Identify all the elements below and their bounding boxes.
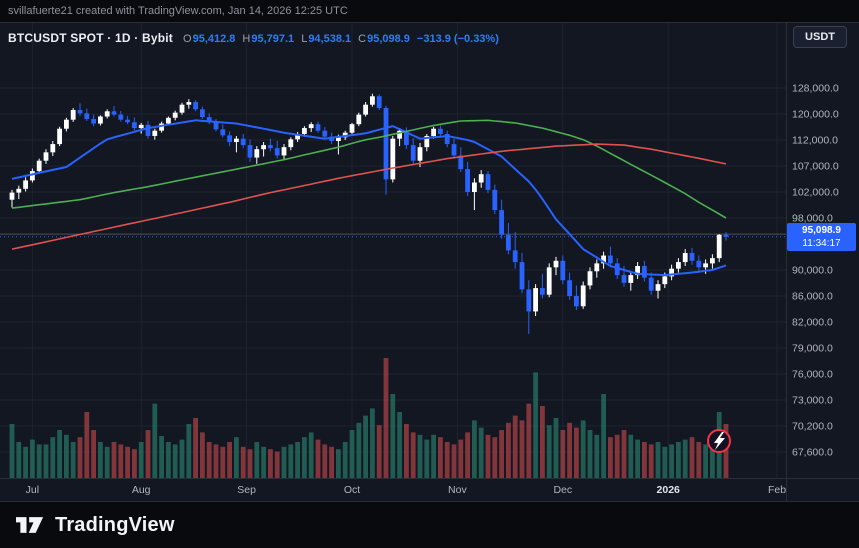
price-axis-label: 102,000.0 bbox=[792, 187, 839, 199]
price-axis-label: 73,000.0 bbox=[792, 395, 833, 407]
tradingview-logo-icon[interactable] bbox=[14, 511, 46, 539]
countdown-timer: 11:34:17 bbox=[802, 237, 841, 249]
chart-panel[interactable]: 128,000.0 120,000.0 112,000.0 107,000.0 102,… bbox=[0, 22, 859, 502]
time-axis-label: Dec bbox=[553, 484, 572, 496]
ohlc-values: O95,412.8 H95,797.1 L94,538.1 C95,098.9 … bbox=[183, 29, 499, 47]
high-pair: H95,797.1 bbox=[242, 29, 294, 47]
last-price-value: 95,098.9 bbox=[802, 224, 841, 236]
open-label: O bbox=[183, 33, 192, 45]
ma-slow-line bbox=[11, 143, 727, 250]
time-axis-label: Feb bbox=[768, 484, 786, 496]
lightning-badge-icon bbox=[707, 429, 731, 453]
high-label: H bbox=[242, 33, 251, 45]
price-axis-label: 107,000.0 bbox=[792, 161, 839, 173]
price-axis-label: 70,200.0 bbox=[792, 421, 833, 433]
tradingview-wordmark[interactable]: TradingView bbox=[55, 513, 175, 536]
symbol-title: BTCUSDT SPOT · 1D · Bybit bbox=[8, 31, 174, 45]
low-pair: L94,538.1 bbox=[301, 29, 351, 47]
price-axis-label: 98,000.0 bbox=[792, 213, 833, 225]
time-axis-label: Jul bbox=[26, 484, 39, 496]
axes-layer: 128,000.0 120,000.0 112,000.0 107,000.0 102,… bbox=[0, 83, 859, 502]
price-axis-label: 86,000.0 bbox=[792, 291, 833, 303]
footer-bar: TradingView bbox=[0, 502, 859, 548]
ma-medium-line bbox=[11, 119, 727, 219]
price-axis-label: 112,000.0 bbox=[792, 135, 838, 147]
last-price-badge: 95,098.9 11:34:17 bbox=[787, 222, 856, 251]
close-pair: C95,098.9 bbox=[358, 29, 410, 47]
price-axis-label: 120,000.0 bbox=[792, 109, 839, 121]
moving-averages-layer bbox=[11, 119, 727, 277]
time-axis-label: Oct bbox=[344, 484, 360, 496]
attribution-bar: svillafuerte21 created with TradingView.… bbox=[0, 0, 859, 22]
close-value: 95,098.9 bbox=[367, 33, 410, 45]
price-axis-label: 67,600.0 bbox=[792, 447, 833, 459]
attribution-text: svillafuerte21 created with TradingView.… bbox=[8, 5, 348, 17]
low-value: 94,538.1 bbox=[308, 33, 352, 45]
time-axis[interactable] bbox=[0, 478, 859, 502]
time-axis-label: Nov bbox=[448, 484, 467, 496]
candles-layer bbox=[9, 93, 729, 335]
symbol-legend: BTCUSDT SPOT · 1D · Bybit O95,412.8 H95,… bbox=[8, 29, 499, 47]
frame-lines bbox=[0, 22, 859, 502]
price-axis-label: 90,000.0 bbox=[792, 265, 833, 277]
low-label: L bbox=[301, 33, 308, 45]
open-pair: O95,412.8 bbox=[183, 29, 235, 47]
price-axis-label: 76,000.0 bbox=[792, 369, 833, 381]
change-value: −313.9 (−0.33%) bbox=[416, 33, 499, 45]
price-chart-canvas[interactable]: 128,000.0 120,000.0 112,000.0 107,000.0 102,… bbox=[0, 22, 859, 502]
price-axis-label: 82,000.0 bbox=[792, 317, 833, 329]
volume-layer bbox=[9, 358, 729, 478]
drawings-layer bbox=[0, 233, 786, 238]
time-axis-label: Aug bbox=[132, 484, 151, 496]
high-value: 95,797.1 bbox=[251, 33, 295, 45]
ma-fast-line bbox=[11, 119, 727, 277]
time-axis-label: 2026 bbox=[657, 484, 681, 496]
open-value: 95,412.8 bbox=[192, 33, 236, 45]
price-axis-label: 79,000.0 bbox=[792, 343, 833, 355]
price-axis-label: 128,000.0 bbox=[792, 83, 839, 95]
close-label: C bbox=[358, 33, 367, 45]
currency-button[interactable]: USDT bbox=[793, 26, 847, 48]
time-axis-label: Sep bbox=[237, 484, 256, 496]
